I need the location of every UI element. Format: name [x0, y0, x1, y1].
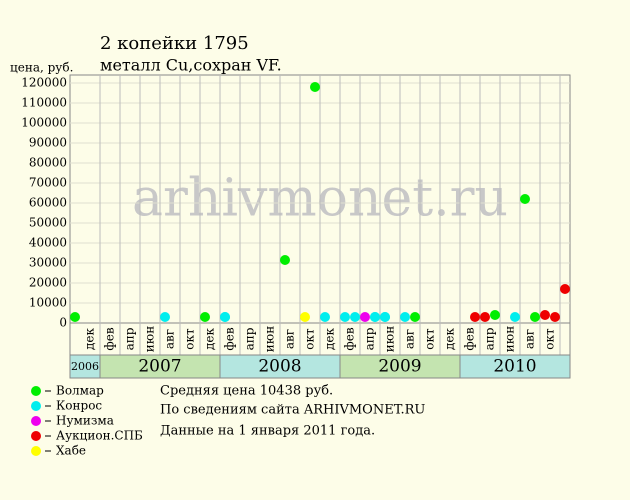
legend-label: Конрос	[56, 399, 102, 413]
data-point	[490, 310, 500, 320]
year-label: 2010	[493, 357, 536, 377]
year-label: 2007	[138, 357, 181, 377]
y-tick-label: 80000	[29, 156, 67, 170]
data-point	[300, 312, 310, 322]
data-point	[520, 194, 530, 204]
x-tick-label: дек	[83, 328, 97, 350]
y-tick-label: 50000	[29, 216, 67, 230]
x-tick-label: фев	[463, 327, 477, 350]
chart-title: 2 копейки 1795	[100, 33, 249, 54]
y-tick-label: 90000	[29, 136, 67, 150]
legend-swatch	[31, 446, 41, 456]
chart-subtitle: металл Cu,сохран VF.	[100, 56, 282, 75]
y-tick-label: 60000	[29, 196, 67, 210]
x-tick-label: окт	[543, 328, 557, 350]
data-point	[530, 312, 540, 322]
x-tick-label: дек	[323, 328, 337, 350]
legend-label: Волмар	[56, 384, 104, 398]
data-point	[510, 312, 520, 322]
y-tick-label: 120000	[21, 76, 67, 90]
x-tick-label: фев	[223, 327, 237, 350]
data-point	[560, 284, 570, 294]
x-tick-label: дек	[443, 328, 457, 350]
x-tick-label: авг	[283, 329, 297, 349]
y-tick-label: 30000	[29, 256, 67, 270]
data-point	[160, 312, 170, 322]
legend-label: Нумизма	[56, 414, 114, 428]
data-point	[340, 312, 350, 322]
data-point	[540, 310, 550, 320]
x-tick-label: окт	[183, 328, 197, 350]
y-tick-label: 0	[59, 316, 67, 330]
x-tick-label: июн	[263, 326, 277, 352]
y-tick-label: 110000	[21, 96, 67, 110]
year-label: 2006	[71, 360, 99, 373]
data-point	[310, 82, 320, 92]
y-tick-label: 70000	[29, 176, 67, 190]
data-point	[320, 312, 330, 322]
x-tick-label: окт	[303, 328, 317, 350]
legend-swatch	[31, 431, 41, 441]
data-point	[550, 312, 560, 322]
y-tick-label: 100000	[21, 116, 67, 130]
y-tick-label: 10000	[29, 296, 67, 310]
x-tick-label: авг	[523, 329, 537, 349]
legend-label: Хабе	[56, 444, 86, 458]
data-point	[220, 312, 230, 322]
x-tick-label: апр	[123, 327, 137, 350]
note: Данные на 1 января 2011 года.	[160, 424, 375, 439]
data-point	[350, 312, 360, 322]
data-point	[400, 312, 410, 322]
x-tick-label: фев	[343, 327, 357, 350]
legend-swatch	[31, 416, 41, 426]
data-point	[70, 312, 80, 322]
y-axis-label: цена, руб.	[10, 61, 73, 75]
data-point	[470, 312, 480, 322]
data-point	[480, 312, 490, 322]
data-point	[370, 312, 380, 322]
x-tick-label: авг	[403, 329, 417, 349]
y-tick-label: 40000	[29, 236, 67, 250]
year-label: 2009	[378, 357, 421, 377]
legend-swatch	[31, 401, 41, 411]
note: По сведениям сайта ARHIVMONET.RU	[160, 403, 425, 418]
legend-label: Аукцион.СПБ	[56, 429, 143, 443]
x-tick-label: дек	[203, 328, 217, 350]
data-point	[280, 255, 290, 265]
x-tick-label: апр	[243, 327, 257, 350]
legend-swatch	[31, 386, 41, 396]
x-tick-label: окт	[423, 328, 437, 350]
data-point	[380, 312, 390, 322]
x-tick-label: июн	[503, 326, 517, 352]
y-tick-label: 20000	[29, 276, 67, 290]
x-tick-label: июн	[143, 326, 157, 352]
data-point	[360, 312, 370, 322]
year-band	[459, 354, 571, 379]
data-point	[200, 312, 210, 322]
note: Средняя цена 10438 руб.	[160, 384, 333, 399]
x-tick-label: июн	[383, 326, 397, 352]
x-tick-label: апр	[483, 327, 497, 350]
x-tick-label: авг	[163, 329, 177, 349]
x-tick-label: апр	[363, 327, 377, 350]
data-point	[410, 312, 420, 322]
year-label: 2008	[258, 357, 301, 377]
x-tick-label: фев	[103, 327, 117, 350]
